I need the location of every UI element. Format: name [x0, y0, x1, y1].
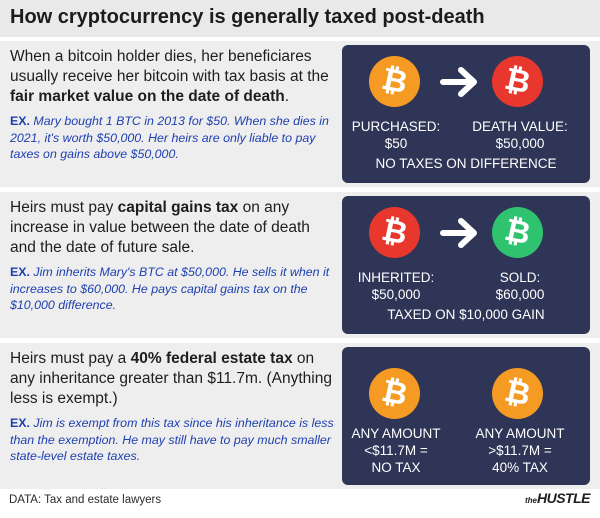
- left-label: PURCHASED: $50: [336, 118, 456, 152]
- section-text: Heirs must pay capital gains tax on any …: [10, 198, 334, 314]
- left-label-line: NO TAX: [371, 460, 421, 475]
- page-title: How cryptocurrency is generally taxed po…: [10, 6, 485, 28]
- section-text: Heirs must pay a 40% federal estate tax …: [10, 349, 334, 465]
- right-label-line: >$11.7M =: [488, 443, 552, 458]
- right-label-line: SOLD:: [499, 270, 541, 285]
- logo-name: HUSTLE: [537, 490, 591, 506]
- right-label: DEATH VALUE: $50,000: [460, 118, 580, 152]
- logo-prefix: the: [525, 496, 537, 505]
- hustle-logo: theHUSTLE: [525, 490, 591, 508]
- lead-text-end: .: [284, 88, 290, 105]
- right-label: SOLD: $60,000: [460, 269, 580, 303]
- lead-text: Heirs must pay capital gains tax on any …: [10, 198, 334, 258]
- lead-text-start: Heirs must pay: [10, 199, 118, 216]
- example-body: Jim inherits Mary's BTC at $50,000. He s…: [10, 265, 330, 312]
- lead-text-start: When a bitcoin holder dies, her benefici…: [10, 48, 329, 85]
- lead-text-emphasis: 40% federal estate tax: [130, 350, 293, 367]
- lead-text: When a bitcoin holder dies, her benefici…: [10, 47, 334, 107]
- lead-text-emphasis: capital gains tax: [117, 199, 239, 216]
- left-label: INHERITED: $50,000: [336, 269, 456, 303]
- left-label-line: $50: [384, 136, 408, 151]
- section-fair-market-value: When a bitcoin holder dies, her benefici…: [0, 41, 600, 187]
- left-label-line: <$11.7M =: [364, 443, 428, 458]
- bitcoin-orange-icon: ₿: [369, 56, 420, 107]
- right-label-line: DEATH VALUE:: [472, 119, 568, 134]
- bitcoin-red-icon: ₿: [492, 56, 543, 107]
- illustration-panel: ₿ ₿ ANY AMOUNT <$11.7M = NO TAX ANY AMOU…: [342, 347, 590, 485]
- left-label-line: INHERITED:: [357, 270, 435, 285]
- section-text: When a bitcoin holder dies, her benefici…: [10, 47, 334, 163]
- example-text: EX. Jim inherits Mary's BTC at $50,000. …: [10, 264, 334, 314]
- illustration-panel: ₿ ₿ INHERITED: $50,000 SOLD: $60,000 TAX…: [342, 196, 590, 334]
- bitcoin-red-icon: ₿: [369, 207, 420, 258]
- section-estate-tax: Heirs must pay a 40% federal estate tax …: [0, 343, 600, 489]
- illustration-panel: ₿ ₿ PURCHASED: $50 DEATH VALUE: $50,000 …: [342, 45, 590, 183]
- panel-footer: TAXED ON $10,000 GAIN: [387, 307, 545, 322]
- left-label-line: ANY AMOUNT: [351, 426, 441, 441]
- example-tag: EX.: [10, 416, 30, 430]
- right-label: ANY AMOUNT >$11.7M = 40% TAX: [460, 425, 580, 476]
- lead-text: Heirs must pay a 40% federal estate tax …: [10, 349, 334, 409]
- lead-text-end: on any increase in value between the dat…: [10, 199, 310, 256]
- panel-footer: NO TAXES ON DIFFERENCE: [375, 156, 557, 171]
- example-tag: EX.: [10, 265, 30, 279]
- example-body: Mary bought 1 BTC in 2013 for $50. When …: [10, 114, 329, 161]
- lead-text-end: on any inheritance greater than $11.7m. …: [10, 350, 332, 407]
- arrow-right-icon: [440, 67, 477, 97]
- lead-text-start: Heirs must pay a: [10, 350, 131, 367]
- right-label-line: ANY AMOUNT: [475, 426, 565, 441]
- right-label-line: $60,000: [495, 287, 545, 302]
- right-label-line: 40% TAX: [492, 460, 548, 475]
- example-text: EX. Jim is exempt from this tax since hi…: [10, 415, 334, 465]
- source-note: DATA: Tax and estate lawyers: [9, 494, 162, 506]
- left-label: ANY AMOUNT <$11.7M = NO TAX: [336, 425, 456, 476]
- title-bar: How cryptocurrency is generally taxed po…: [0, 0, 600, 37]
- left-label-line: PURCHASED:: [351, 119, 441, 134]
- lead-text-emphasis: fair market value on the date of death: [10, 88, 285, 105]
- right-label-line: $50,000: [495, 136, 545, 151]
- bitcoin-orange-icon: ₿: [492, 368, 543, 419]
- left-label-line: $50,000: [371, 287, 421, 302]
- example-text: EX. Mary bought 1 BTC in 2013 for $50. W…: [10, 113, 334, 163]
- section-capital-gains: Heirs must pay capital gains tax on any …: [0, 192, 600, 338]
- bitcoin-green-icon: ₿: [492, 207, 543, 258]
- example-body: Jim is exempt from this tax since his in…: [10, 416, 334, 463]
- arrow-right-icon: [440, 218, 477, 248]
- example-tag: EX.: [10, 114, 30, 128]
- bitcoin-orange-icon: ₿: [369, 368, 420, 419]
